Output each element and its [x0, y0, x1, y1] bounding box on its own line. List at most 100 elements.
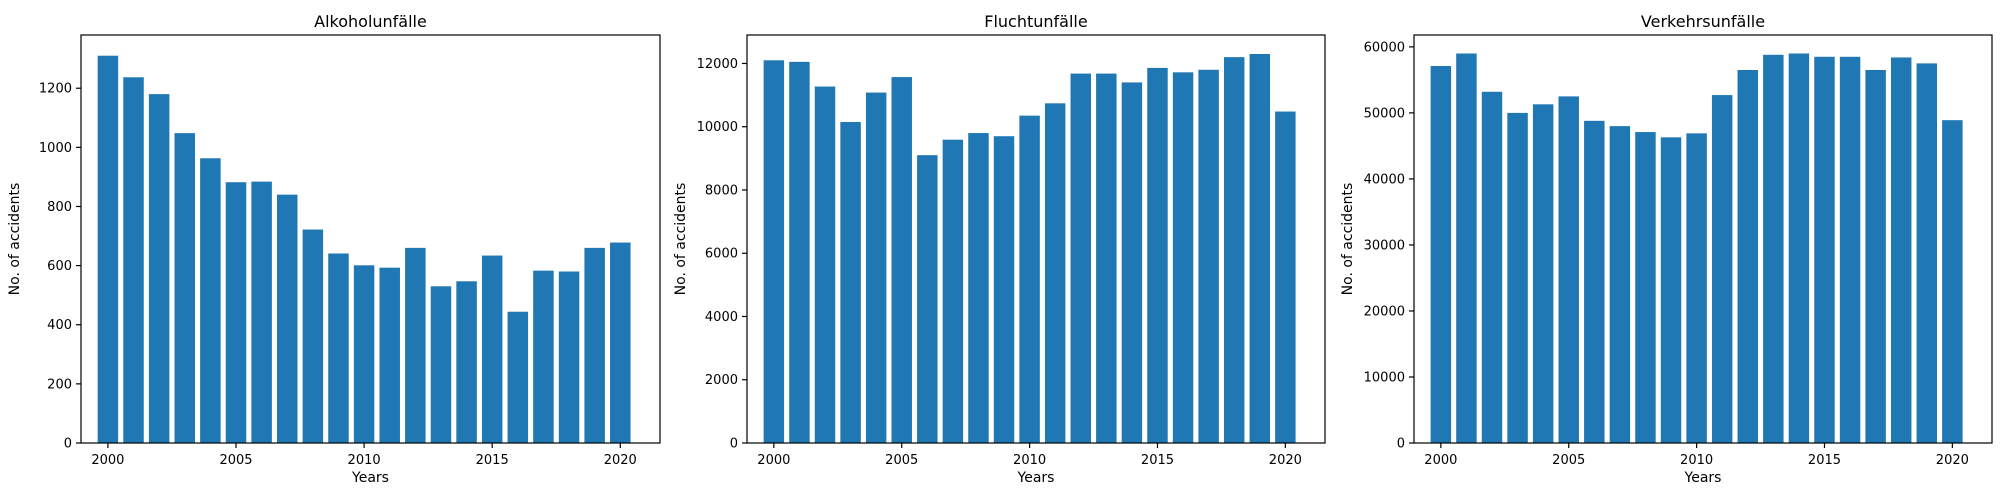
bar-2018 — [558, 271, 580, 443]
y-tick-label: 10000 — [1364, 370, 1405, 385]
bar-2004 — [865, 92, 887, 443]
axes-frame — [1413, 34, 1993, 444]
bar-2005 — [225, 182, 247, 444]
chart-title: Fluchtunfälle — [984, 12, 1087, 31]
bar-2013 — [1096, 73, 1117, 443]
bar-2020 — [1942, 120, 1963, 444]
bar-2018 — [1223, 57, 1245, 443]
y-axis-label: No. of accidents — [673, 183, 689, 296]
bar-2009 — [993, 136, 1015, 443]
bar-2000 — [97, 55, 119, 443]
x-tick-label: 2005 — [219, 453, 252, 468]
bar-2017 — [1198, 69, 1219, 443]
x-tick-label: 2000 — [91, 453, 124, 468]
bar-2020 — [1275, 111, 1296, 443]
y-tick-label: 4000 — [705, 310, 738, 325]
chart-title: Alkoholunfälle — [314, 12, 427, 31]
bar-2010 — [1686, 133, 1707, 443]
bar-2000 — [763, 60, 785, 444]
bar-2020 — [610, 242, 631, 443]
bar-2003 — [174, 133, 196, 443]
bar-2009 — [1660, 137, 1682, 443]
bar-2016 — [507, 311, 529, 443]
bar-2010 — [1019, 115, 1040, 444]
x-tick-label: 2015 — [1808, 453, 1841, 468]
bar-2014 — [1121, 82, 1143, 443]
x-tick-label: 2010 — [348, 453, 381, 468]
x-tick-label: 2010 — [1680, 453, 1713, 468]
bar-2016 — [1839, 56, 1861, 443]
y-tick-label: 20000 — [1364, 304, 1405, 319]
bar-2005 — [1558, 96, 1579, 444]
bar-2004 — [200, 158, 221, 444]
bar-2011 — [1711, 95, 1733, 443]
bar-2010 — [353, 265, 375, 443]
y-tick-label: 2000 — [705, 373, 738, 388]
x-axis-label: Years — [1684, 470, 1722, 486]
x-tick-label: 2000 — [757, 453, 790, 468]
y-tick-label: 0 — [64, 437, 72, 452]
bar-2019 — [1916, 63, 1938, 443]
bar-2006 — [1584, 120, 1605, 443]
x-tick-label: 2020 — [1269, 453, 1302, 468]
y-tick-label: 1000 — [39, 141, 72, 156]
y-tick-label: 10000 — [697, 120, 738, 135]
y-axis-label: No. of accidents — [1340, 183, 1356, 296]
bar-2012 — [1737, 69, 1758, 444]
chart-panel-2: 2000 2005 2010 2015 2020 0 2000 4000 6000 8000 100… — [673, 12, 1326, 486]
y-tick-label: 0 — [730, 437, 738, 452]
bar-2005 — [891, 77, 912, 443]
x-tick-label: 2005 — [885, 453, 918, 468]
y-tick-label: 50000 — [1364, 106, 1405, 121]
x-axis-label: Years — [1017, 470, 1055, 486]
y-tick-label: 6000 — [705, 247, 738, 262]
y-axis-label: No. of accidents — [7, 183, 23, 296]
y-tick-label: 8000 — [705, 183, 738, 198]
bar-2006 — [251, 181, 272, 443]
x-tick-label: 2015 — [476, 453, 509, 468]
x-tick-label: 2005 — [1552, 453, 1585, 468]
bar-2007 — [276, 194, 298, 443]
bar-2016 — [1172, 72, 1194, 443]
bar-2006 — [917, 155, 938, 443]
chart-panel-3: 2000 2005 2010 2015 2020 0 10000 20000 30000 4000… — [1340, 12, 1993, 486]
x-axis-label: Years — [351, 470, 389, 486]
y-tick-label: 200 — [47, 377, 72, 392]
bar-2014 — [1788, 53, 1810, 444]
bar-2008 — [302, 229, 324, 443]
bar-2012 — [405, 247, 426, 443]
y-tick-label: 12000 — [697, 57, 738, 72]
x-tick-label: 2015 — [1141, 453, 1174, 468]
bar-2001 — [789, 61, 810, 443]
bar-2007 — [1609, 126, 1631, 444]
x-tick-label: 2020 — [604, 453, 637, 468]
bar-2019 — [1249, 53, 1271, 443]
chart-title: Verkehrsunfälle — [1641, 12, 1765, 31]
bar-2018 — [1890, 57, 1912, 443]
bar-2008 — [968, 133, 989, 444]
y-tick-label: 600 — [47, 259, 72, 274]
bar-2011 — [1044, 103, 1066, 443]
bar-2007 — [942, 139, 964, 443]
y-tick-label: 60000 — [1364, 40, 1405, 55]
bar-2011 — [379, 267, 400, 443]
bar-2013 — [1763, 54, 1784, 444]
bar-2014 — [456, 281, 477, 443]
chart-panel-1: 2000 2005 2010 2015 2020 0 200 400 600 800 1000 120… — [7, 12, 661, 486]
bar-2002 — [1481, 91, 1503, 443]
x-tick-label: 2000 — [1424, 453, 1457, 468]
y-tick-label: 40000 — [1364, 172, 1405, 187]
y-tick-label: 30000 — [1364, 238, 1405, 253]
bar-2001 — [123, 77, 144, 443]
y-tick-label: 0 — [1397, 437, 1405, 452]
bar-2004 — [1532, 104, 1554, 443]
x-tick-label: 2010 — [1013, 453, 1046, 468]
bar-2009 — [328, 253, 349, 443]
bar-2019 — [584, 247, 605, 443]
bar-2002 — [814, 86, 836, 444]
bar-2015 — [1147, 67, 1168, 443]
bar-2001 — [1456, 53, 1477, 444]
y-tick-label: 1200 — [39, 82, 72, 97]
bar-2017 — [533, 270, 554, 443]
axes-frame — [746, 34, 1326, 444]
